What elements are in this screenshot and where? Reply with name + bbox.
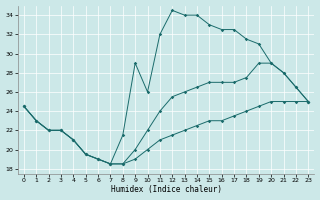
X-axis label: Humidex (Indice chaleur): Humidex (Indice chaleur)	[111, 185, 221, 194]
